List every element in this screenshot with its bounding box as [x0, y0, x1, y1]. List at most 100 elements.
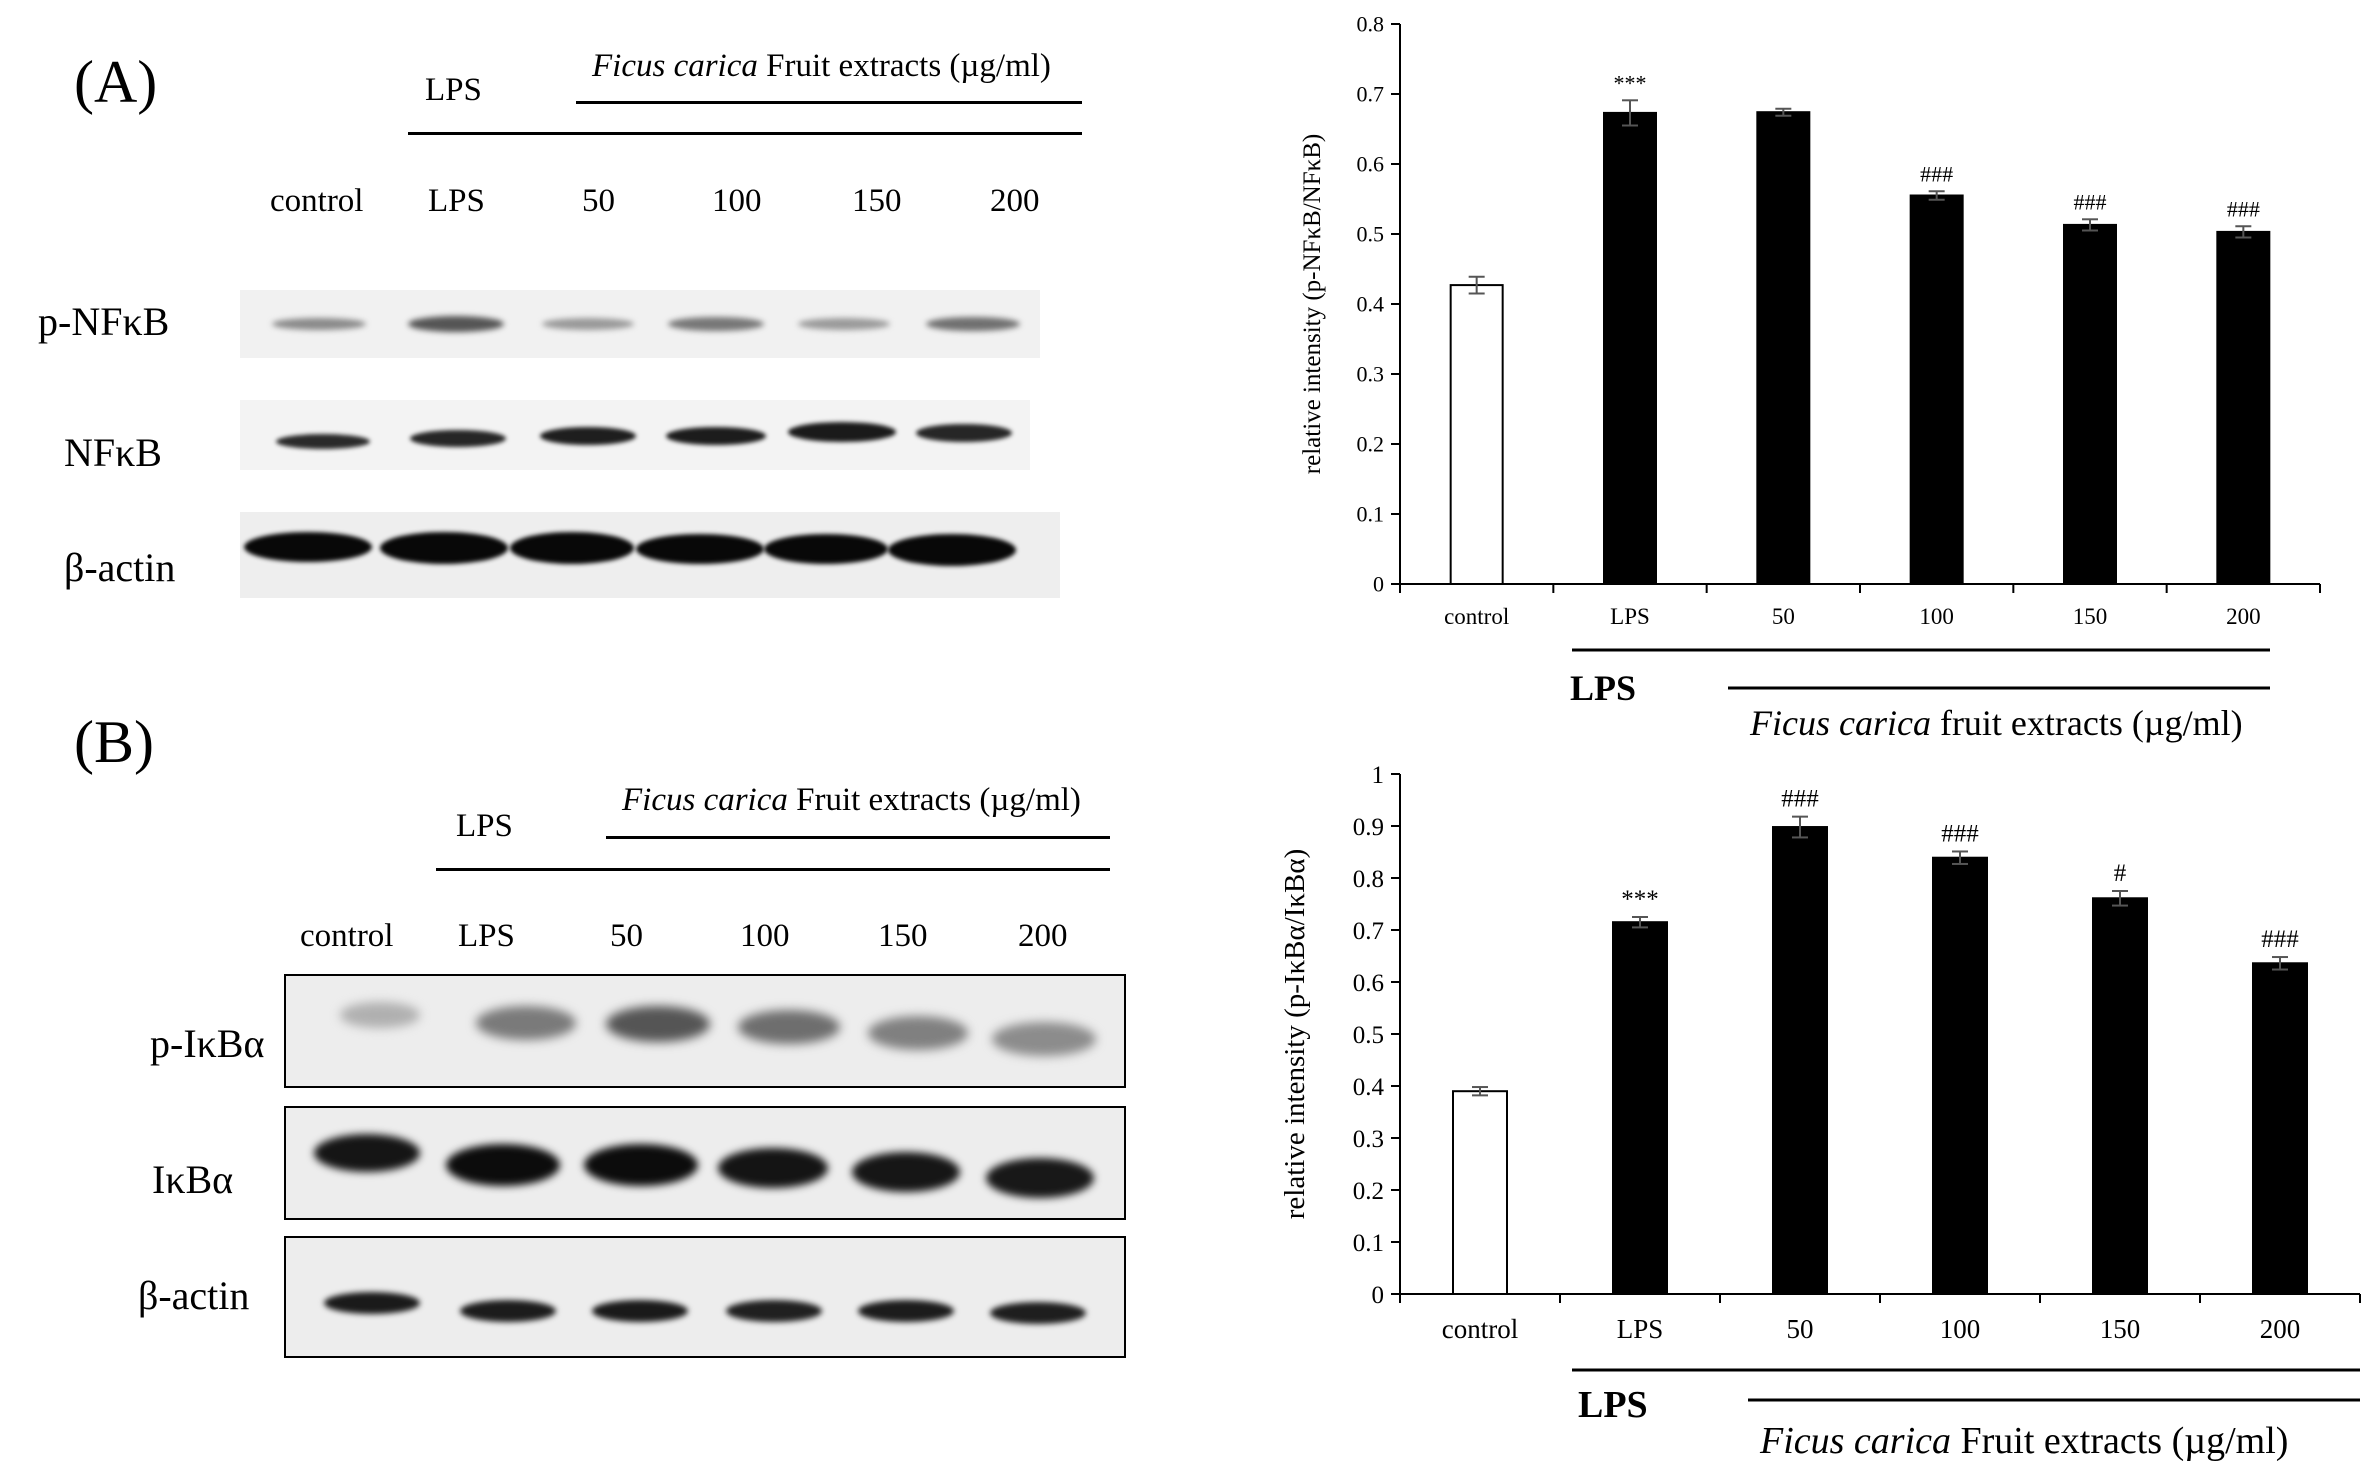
panel-a-row-beta-actin: β-actin: [64, 545, 176, 590]
blot-band: [718, 1148, 828, 1188]
blot-band: [990, 1302, 1086, 1324]
chart-a-caption-extract: Ficus carica fruit extracts (µg/ml): [1750, 705, 2243, 741]
blot-band: [852, 1152, 960, 1192]
blot-band: [244, 532, 372, 562]
blot-band: [592, 1300, 688, 1322]
y-tick-label: 0.1: [1353, 1230, 1384, 1257]
y-tick-label: 0.4: [1357, 292, 1385, 317]
panel-a-blot-beta-actin: [240, 512, 1060, 598]
panel-b-extract-rest: Fruit extracts (µg/ml): [787, 782, 1081, 818]
panel-b-lane-lps: LPS: [458, 918, 515, 954]
bar-150: [2092, 897, 2148, 1295]
y-tick-label: 0.7: [1357, 82, 1385, 107]
panel-b-row-beta-actin: β-actin: [138, 1273, 250, 1318]
bar-LPS: [1612, 921, 1668, 1295]
bar-200: [2216, 230, 2271, 585]
panel-a-blot-p-nfkb: [240, 290, 1040, 358]
chart-a-caption-lps: LPS: [1570, 668, 1637, 708]
blot-band: [636, 534, 764, 564]
bar-50: [1756, 111, 1811, 585]
x-category-label: 50: [1787, 1314, 1814, 1344]
blot-band: [324, 1292, 420, 1314]
chart-a-caption-species: Ficus carica: [1750, 703, 1931, 743]
significance-label: #: [2114, 860, 2127, 887]
blot-band: [460, 1300, 556, 1322]
significance-label: ###: [2227, 196, 2260, 221]
y-tick-label: 0.5: [1357, 222, 1385, 247]
blot-band: [888, 534, 1016, 566]
blot-band: [788, 422, 896, 442]
blot-band: [764, 534, 888, 564]
chart-b-caption-extract: Ficus carica Fruit extracts (µg/ml): [1760, 1422, 2288, 1460]
panel-b-row-ikba: IκBα: [152, 1157, 234, 1202]
panel-a-lane-100: 100: [712, 183, 762, 219]
x-category-label: 200: [2260, 1314, 2301, 1344]
x-category-label: LPS: [1617, 1314, 1664, 1344]
x-category-label: 200: [2226, 604, 2261, 629]
panel-a-extract-rule: [576, 101, 1082, 104]
panel-b-blot-p-ikba: [284, 974, 1126, 1088]
bar-LPS: [1603, 111, 1657, 586]
y-tick-label: 0: [1372, 1282, 1385, 1309]
bar-100: [1932, 856, 1988, 1295]
panel-b-lane-control: control: [300, 918, 394, 954]
blot-band: [726, 1300, 822, 1322]
blot-band: [510, 532, 634, 564]
y-tick-label: 0.6: [1357, 152, 1385, 177]
blot-band: [272, 318, 366, 330]
blot-band: [798, 318, 890, 330]
x-category-label: 150: [2073, 604, 2108, 629]
x-category-label: 100: [1940, 1314, 1981, 1344]
panel-a-lps-rule: [408, 132, 1082, 135]
y-tick-label: 0.8: [1357, 12, 1385, 37]
y-tick-label: 0.5: [1353, 1022, 1384, 1049]
significance-label: ***: [1621, 886, 1659, 913]
panel-b-lane-50: 50: [610, 918, 643, 954]
panel-b-extract-rule: [606, 836, 1110, 839]
y-tick-label: 0: [1373, 572, 1384, 597]
chart-a-caption-rest: fruit extracts (µg/ml): [1930, 703, 2243, 743]
blot-band: [738, 1010, 840, 1044]
panel-b-lane-200: 200: [1018, 918, 1068, 954]
y-tick-label: 0.2: [1357, 432, 1385, 457]
blot-band: [606, 1006, 710, 1042]
y-tick-label: 0.2: [1353, 1178, 1384, 1205]
blot-band: [380, 532, 508, 564]
y-tick-label: 0.4: [1353, 1074, 1385, 1101]
significance-label: ###: [2261, 926, 2299, 953]
blot-band: [408, 316, 504, 332]
y-tick-label: 0.8: [1353, 866, 1384, 893]
blot-band: [476, 1006, 576, 1040]
panel-a-lps-header: LPS: [425, 72, 482, 108]
panel-a-label: (A): [74, 49, 158, 115]
blot-band: [314, 1134, 420, 1172]
bar-control: [1449, 284, 1504, 585]
panel-a-extract-header: Ficus carica Fruit extracts (µg/ml): [592, 50, 1051, 83]
chart-b-caption-species: Ficus carica: [1760, 1420, 1952, 1462]
panel-a-extract-species: Ficus carica: [592, 48, 758, 84]
panel-a-lane-lps: LPS: [428, 183, 485, 219]
panel-b-lps-rule: [436, 868, 1110, 871]
significance-label: ###: [1781, 786, 1819, 813]
blot-band: [858, 1300, 954, 1322]
blot-band: [666, 427, 766, 445]
x-category-label: LPS: [1610, 604, 1650, 629]
panel-b-lps-header: LPS: [456, 808, 513, 844]
chart-b-caption-rest: Fruit extracts (µg/ml): [1951, 1420, 2289, 1462]
y-tick-label: 0.1: [1357, 502, 1385, 527]
panel-b-extract-header: Ficus carica Fruit extracts (µg/ml): [622, 784, 1081, 817]
panel-b-row-p-ikba: p-IκBα: [150, 1021, 265, 1066]
x-category-label: 150: [2100, 1314, 2141, 1344]
y-tick-label: 0.9: [1353, 814, 1384, 841]
panel-a-blot-nfkb: [240, 400, 1030, 470]
blot-band: [868, 1016, 968, 1050]
significance-label: ###: [2074, 189, 2107, 214]
x-category-label: 100: [1919, 604, 1954, 629]
blot-band: [926, 317, 1020, 331]
y-tick-label: 0.3: [1353, 1126, 1384, 1153]
y-tick-label: 0.3: [1357, 362, 1385, 387]
x-category-label: control: [1444, 604, 1509, 629]
bar-control: [1452, 1090, 1508, 1296]
significance-label: ###: [1941, 820, 1979, 847]
panel-b-lane-100: 100: [740, 918, 790, 954]
